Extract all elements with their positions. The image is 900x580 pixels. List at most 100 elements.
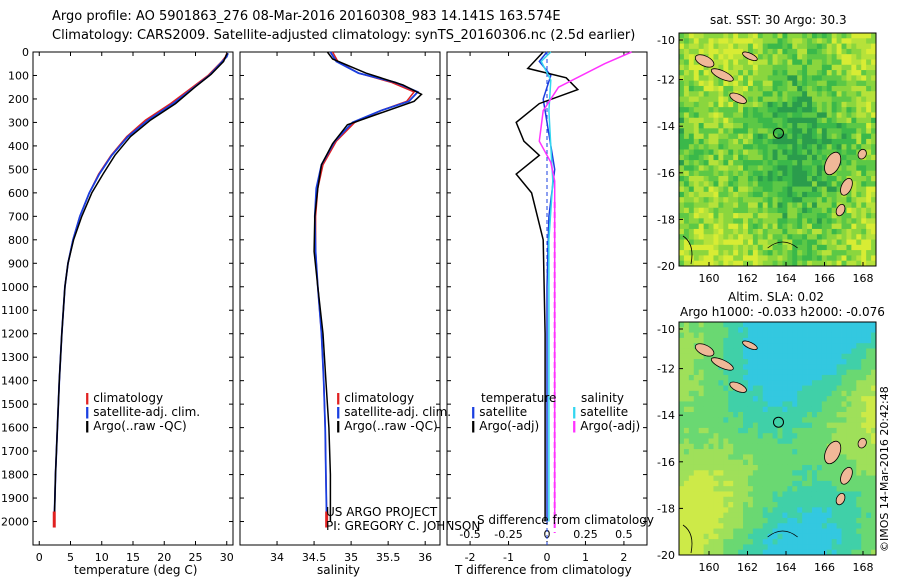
map-cell <box>752 228 759 235</box>
map-cell <box>787 459 793 466</box>
map-cell <box>787 186 793 193</box>
map-cell <box>728 133 734 140</box>
map-cell <box>703 528 709 535</box>
map-cell <box>747 364 754 371</box>
map-cell <box>679 123 685 129</box>
map-cell <box>679 401 685 408</box>
map-cell <box>708 202 714 209</box>
map-cell <box>866 91 872 97</box>
map-cell <box>816 502 823 508</box>
map-cell <box>683 385 690 392</box>
map-cell <box>743 138 749 145</box>
map-cell <box>851 228 857 235</box>
map-cell <box>747 107 754 113</box>
map-cell <box>703 64 709 71</box>
map-cell <box>718 250 724 256</box>
map-cell <box>861 186 867 193</box>
map-cell <box>792 343 798 349</box>
map-cell <box>752 449 759 455</box>
map-x-tick-label: 162 <box>737 272 758 285</box>
map-cell <box>831 213 837 219</box>
map-cell <box>777 250 783 256</box>
map-cell <box>797 170 803 177</box>
map-cell <box>713 70 719 76</box>
map-cell <box>871 75 877 82</box>
map-cell <box>693 144 700 150</box>
map-cell <box>856 369 862 376</box>
map-cell <box>856 406 862 413</box>
map-cell <box>866 59 872 66</box>
map-cell <box>811 101 818 108</box>
map-cell <box>792 464 798 471</box>
map-cell <box>747 374 754 381</box>
map-cell <box>807 332 813 339</box>
map-cell <box>802 343 808 349</box>
map-cell <box>861 128 867 135</box>
map-cell <box>841 244 847 251</box>
map-cell <box>846 528 852 535</box>
map-cell <box>851 390 857 397</box>
map-cell <box>757 218 764 225</box>
map-cell <box>713 112 719 119</box>
map-cell <box>777 528 783 535</box>
map-cell <box>826 422 833 429</box>
map-cell <box>762 218 769 225</box>
map-cell <box>679 343 685 349</box>
map-cell <box>836 165 842 172</box>
map-cell <box>703 149 709 156</box>
map-cell <box>703 250 709 256</box>
map-cell <box>811 43 818 50</box>
map-cell <box>698 117 705 124</box>
map-cell <box>861 218 867 225</box>
map-cell <box>871 234 877 240</box>
map-cell <box>679 38 685 44</box>
map-cell <box>738 507 744 514</box>
map-cell <box>792 75 798 82</box>
map-cell <box>708 343 714 349</box>
map-cell <box>757 549 764 556</box>
map-cell <box>762 149 769 156</box>
map-cell <box>807 91 813 97</box>
map-cell <box>841 91 847 97</box>
map-cell <box>802 207 808 214</box>
map-cell <box>777 343 783 349</box>
map-cell <box>703 43 709 50</box>
map-cell <box>797 85 803 92</box>
map-cell <box>679 544 685 551</box>
y-tick-label: 1400 <box>1 375 29 388</box>
map-cell <box>821 528 828 535</box>
map-cell <box>836 390 842 397</box>
map-cell <box>747 64 754 71</box>
map-cell <box>851 544 857 551</box>
map-cell <box>816 117 823 124</box>
map-cell <box>866 149 872 156</box>
map-cell <box>866 48 872 55</box>
map-cell <box>718 443 724 450</box>
map-cell <box>772 533 778 540</box>
map-cell <box>728 502 734 508</box>
map-cell <box>831 464 837 471</box>
map-cell <box>733 96 739 103</box>
map-cell <box>841 43 847 50</box>
map-cell <box>871 359 877 365</box>
map-cell <box>826 380 833 386</box>
map-cell <box>693 186 700 193</box>
map-cell <box>797 475 803 482</box>
map-cell <box>752 244 759 251</box>
map-cell <box>767 75 773 82</box>
map-cell <box>861 496 867 503</box>
map-cell <box>683 64 690 71</box>
map-cell <box>831 353 837 360</box>
map-cell <box>811 337 818 344</box>
map-cell <box>762 223 769 230</box>
map-cell <box>836 228 842 235</box>
map-cell <box>836 353 842 360</box>
map-cell <box>787 422 793 429</box>
x-tick-label: 25 <box>189 551 203 564</box>
map-cell <box>846 181 852 187</box>
map-cell <box>861 260 867 267</box>
map-cell <box>693 149 700 156</box>
map-cell <box>836 454 842 461</box>
map-cell <box>856 128 862 135</box>
map-cell <box>836 101 842 108</box>
